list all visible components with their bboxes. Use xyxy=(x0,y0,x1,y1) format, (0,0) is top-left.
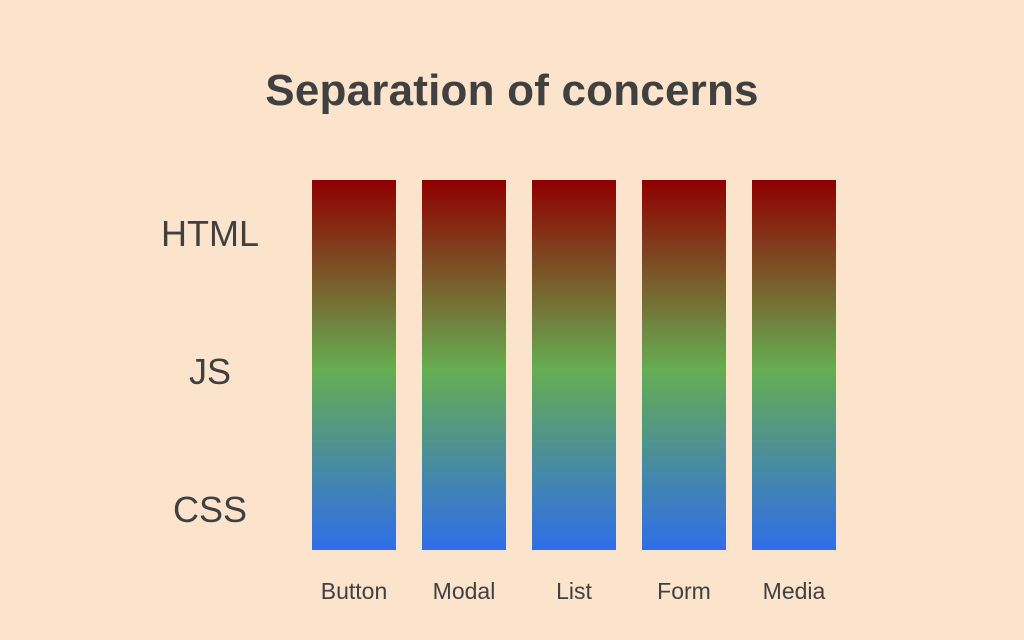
column-label-button: Button xyxy=(320,578,388,604)
column-label-modal: Modal xyxy=(432,578,496,604)
row-label-js: JS xyxy=(188,351,231,392)
row-label-css: CSS xyxy=(172,489,248,530)
column-label-form: Form xyxy=(657,578,711,604)
column-form xyxy=(642,180,726,550)
column-label-media: Media xyxy=(762,578,826,604)
row-label-html: HTML xyxy=(161,213,259,254)
column-label-list: List xyxy=(556,578,592,604)
slide-title: Separation of concerns xyxy=(265,66,759,115)
column-list xyxy=(532,180,616,550)
column-button xyxy=(312,180,396,550)
column-media xyxy=(752,180,836,550)
column-modal xyxy=(422,180,506,550)
